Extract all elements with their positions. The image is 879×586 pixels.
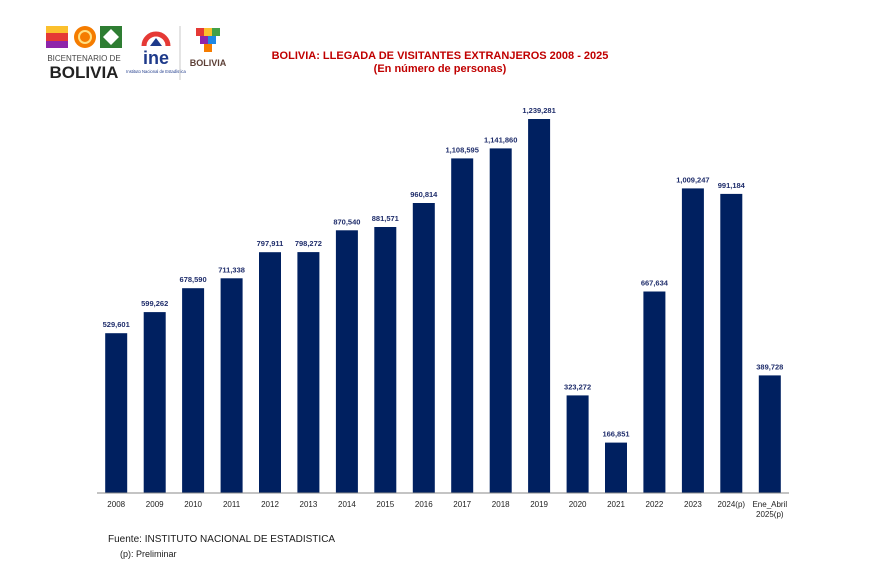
bar-8 — [412, 203, 435, 493]
bar-5 — [297, 252, 320, 493]
value-label-4: 797,911 — [257, 239, 284, 248]
x-tick-label-5: 2013 — [300, 500, 318, 509]
bar-12 — [566, 395, 589, 493]
value-label-2: 678,590 — [180, 275, 207, 284]
value-label-13: 166,851 — [602, 430, 629, 439]
x-tick-label-11: 2019 — [530, 500, 548, 509]
bar-9 — [451, 158, 474, 493]
bar-4 — [259, 252, 281, 493]
x-tick-label-15: 2023 — [684, 500, 702, 509]
bar-1 — [143, 312, 166, 493]
value-label-17: 389,728 — [756, 362, 783, 371]
bicentenario-logo: BICENTENARIO DE BOLIVIA — [46, 26, 122, 82]
bar-7 — [374, 227, 397, 493]
emblem-orange-circle — [74, 26, 96, 48]
bar-2 — [182, 288, 205, 493]
bar-11 — [528, 119, 551, 493]
x-tick-label-3: 2011 — [223, 500, 241, 509]
x-tick-label-6: 2014 — [338, 500, 356, 509]
value-label-6: 870,540 — [333, 217, 360, 226]
bar-17 — [758, 375, 781, 493]
value-label-16: 991,184 — [718, 181, 746, 190]
x-tick-label-16: 2024(p) — [718, 500, 746, 509]
x-tick-label-10: 2018 — [492, 500, 510, 509]
ine-text: ine — [143, 48, 169, 68]
bar-15 — [681, 188, 704, 493]
ine-logo: ine Instituto Nacional de Estadística — [126, 26, 186, 80]
bar-16 — [720, 193, 743, 493]
value-label-15: 1,009,247 — [676, 175, 709, 184]
x-tick-label-14: 2022 — [646, 500, 664, 509]
value-label-11: 1,239,281 — [522, 106, 555, 115]
value-label-12: 323,272 — [564, 382, 591, 391]
value-label-8: 960,814 — [410, 190, 438, 199]
bar-14 — [643, 291, 666, 493]
value-labels-group: 529,601 599,262 678,590 711,338 797,911 798,2… — [103, 106, 784, 439]
bicentenario-text: BICENTENARIO DE — [47, 54, 120, 63]
ine-subtitle: Instituto Nacional de Estadística — [126, 69, 186, 74]
value-label-1: 599,262 — [141, 299, 168, 308]
value-label-9: 1,108,595 — [446, 145, 479, 154]
value-label-0: 529,601 — [103, 320, 130, 329]
x-tick-label-0: 2008 — [107, 500, 125, 509]
bar-0 — [105, 333, 128, 493]
x-tick-label-4: 2012 — [261, 500, 279, 509]
x-tick-label-7: 2015 — [376, 500, 394, 509]
header-logos: BICENTENARIO DE BOLIVIA ine Instituto Na… — [46, 26, 227, 82]
bar-10 — [489, 148, 512, 493]
x-tick-label-13: 2021 — [607, 500, 625, 509]
bolivia-text: BOLIVIA — [50, 63, 119, 82]
chart-subtitle: (En número de personas) — [373, 63, 507, 75]
source-note: Fuente: INSTITUTO NACIONAL DE ESTADISTIC… — [108, 534, 336, 545]
bar-6 — [335, 230, 358, 494]
bar-3 — [220, 278, 243, 493]
x-tick-label-9: 2017 — [453, 500, 471, 509]
value-label-3: 711,338 — [218, 265, 245, 274]
x-tick-label-1: 2009 — [146, 500, 164, 509]
bar-13 — [605, 442, 627, 493]
x-tick-label-2: 2010 — [184, 500, 202, 509]
bolivia-seal-text: BOLIVIA — [190, 58, 227, 68]
bolivia-seal-logo: BOLIVIA — [190, 28, 227, 68]
x-tick-label-8: 2016 — [415, 500, 433, 509]
x-tick-label-12: 2020 — [569, 500, 587, 509]
preliminary-note: (p): Preliminar — [120, 549, 177, 559]
value-label-14: 667,634 — [641, 279, 669, 288]
value-label-7: 881,571 — [372, 214, 399, 223]
value-label-5: 798,272 — [295, 239, 322, 248]
x-tick-label-17: Ene_Abril 2025(p) — [752, 500, 787, 519]
value-label-10: 1,141,860 — [484, 135, 517, 144]
x-tick-labels-group: 2008 2009 2010 2011 2012 2013 2014 2015 2016 2017… — [107, 500, 787, 519]
bars-group — [105, 119, 781, 494]
chart-title: BOLIVIA: LLEGADA DE VISITANTES EXTRANJER… — [271, 50, 609, 62]
